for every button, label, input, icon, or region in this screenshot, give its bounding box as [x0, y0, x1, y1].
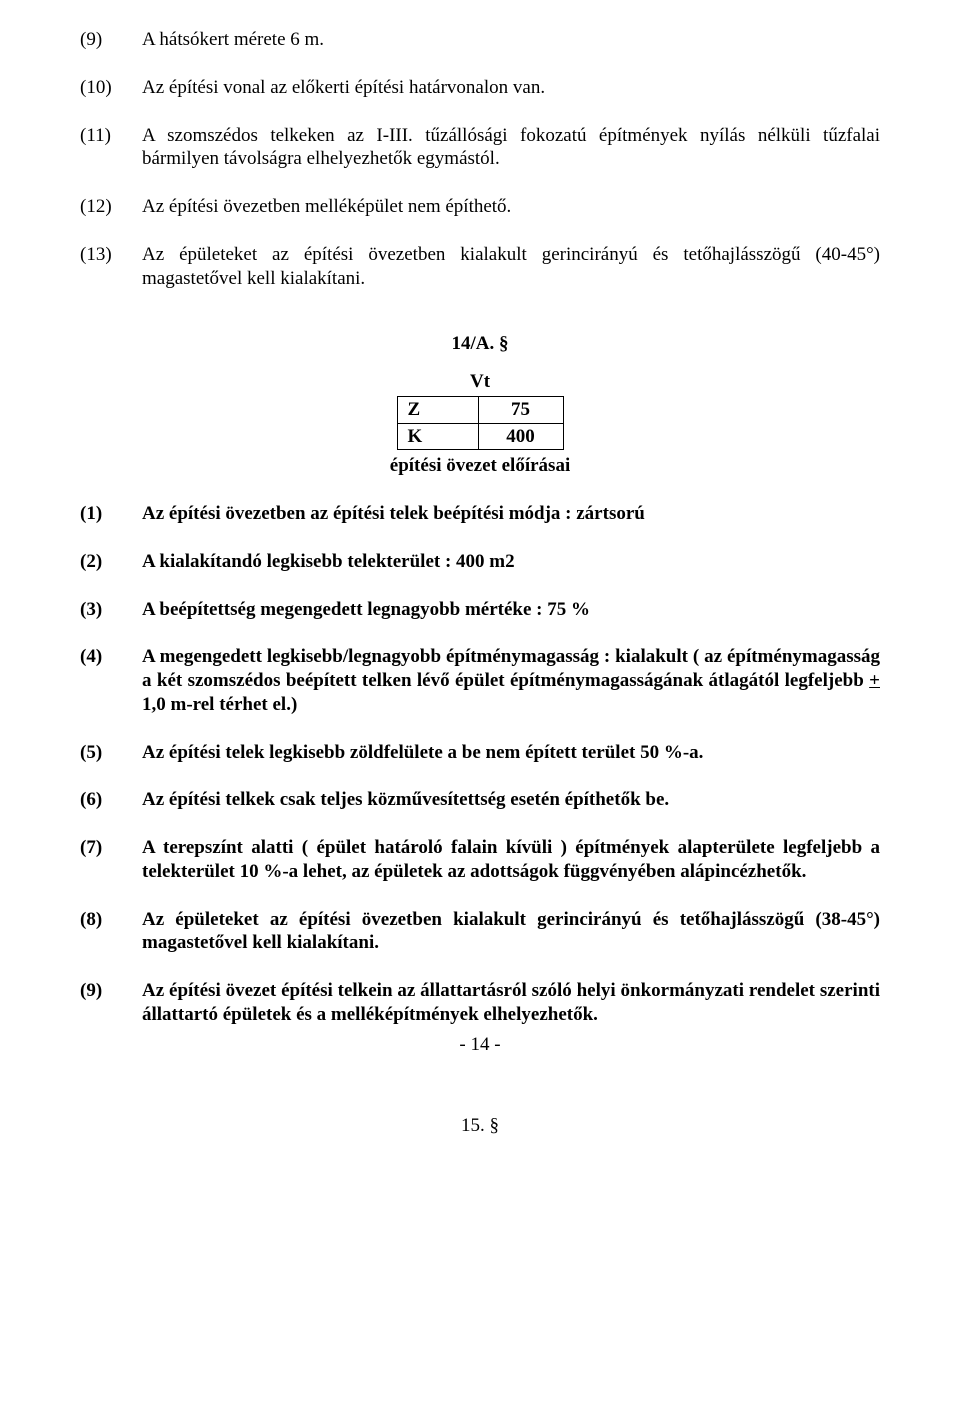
cell-z: Z: [397, 396, 478, 423]
para-text: A szomszédos telkeken az I-III. tűzállós…: [142, 124, 880, 172]
para-b1: (1) Az építési övezetben az építési tele…: [80, 502, 880, 526]
para-9: (9) A hátsókert mérete 6 m.: [80, 28, 880, 52]
para-12: (12) Az építési övezetben melléképület n…: [80, 195, 880, 219]
para-text: Az építési telek legkisebb zöldfelülete …: [142, 741, 880, 765]
para-num: (6): [80, 788, 142, 812]
section-15-heading: 15. §: [80, 1114, 880, 1138]
table-row: Z 75: [397, 396, 563, 423]
para-b7: (7) A terepszínt alatti ( épület határol…: [80, 836, 880, 884]
para-text: Az épületeket az építési övezetben kiala…: [142, 243, 880, 291]
para-num: (5): [80, 741, 142, 765]
para-num: (4): [80, 645, 142, 716]
para-num: (8): [80, 908, 142, 956]
para-b2: (2) A kialakítandó legkisebb telekterüle…: [80, 550, 880, 574]
page-number: - 14 -: [80, 1033, 880, 1057]
para-text: A hátsókert mérete 6 m.: [142, 28, 880, 52]
vt-label: Vt: [80, 370, 880, 394]
para-text: Az építési vonal az előkerti építési hat…: [142, 76, 880, 100]
para-num: (12): [80, 195, 142, 219]
vt-caption: építési övezet előírásai: [80, 454, 880, 478]
para-text: Az építési telkek csak teljes közművesít…: [142, 788, 880, 812]
para-num: (3): [80, 598, 142, 622]
para-b5: (5) Az építési telek legkisebb zöldfelül…: [80, 741, 880, 765]
vt-table: Z 75 K 400: [397, 396, 564, 451]
para-10: (10) Az építési vonal az előkerti építés…: [80, 76, 880, 100]
para-num: (13): [80, 243, 142, 291]
cell-400: 400: [478, 423, 563, 450]
para-b8: (8) Az épületeket az építési övezetben k…: [80, 908, 880, 956]
para-text: A terepszínt alatti ( épület határoló fa…: [142, 836, 880, 884]
para-text: A kialakítandó legkisebb telekterület : …: [142, 550, 880, 574]
para-b4: (4) A megengedett legkisebb/legnagyobb é…: [80, 645, 880, 716]
section-14a-heading: 14/A. §: [80, 332, 880, 356]
para-11: (11) A szomszédos telkeken az I-III. tűz…: [80, 124, 880, 172]
para-num: (9): [80, 28, 142, 52]
para-b3: (3) A beépítettség megengedett legnagyob…: [80, 598, 880, 622]
para-num: (11): [80, 124, 142, 172]
section-14a-body: (1) Az építési övezetben az építési tele…: [80, 502, 880, 1027]
para-text: Az építési övezet építési telkein az áll…: [142, 979, 880, 1027]
para-num: (10): [80, 76, 142, 100]
para-b6: (6) Az építési telkek csak teljes közműv…: [80, 788, 880, 812]
para-text: Az építési övezetben az építési telek be…: [142, 502, 880, 526]
table-row: K 400: [397, 423, 563, 450]
cell-75: 75: [478, 396, 563, 423]
para-num: (1): [80, 502, 142, 526]
para-b4-pre: A megengedett legkisebb/legnagyobb építm…: [142, 646, 880, 691]
page: (9) A hátsókert mérete 6 m. (10) Az épít…: [0, 0, 960, 1426]
para-num: (7): [80, 836, 142, 884]
para-text: Az épületeket az építési övezetben kiala…: [142, 908, 880, 956]
cell-k: K: [397, 423, 478, 450]
para-text: A megengedett legkisebb/legnagyobb építm…: [142, 645, 880, 716]
para-b4-post: 1,0 m-rel térhet el.): [142, 694, 297, 715]
para-b9: (9) Az építési övezet építési telkein az…: [80, 979, 880, 1027]
para-text: Az építési övezetben melléképület nem ép…: [142, 195, 880, 219]
para-num: (9): [80, 979, 142, 1027]
para-text: A beépítettség megengedett legnagyobb mé…: [142, 598, 880, 622]
para-num: (2): [80, 550, 142, 574]
para-13: (13) Az épületeket az építési övezetben …: [80, 243, 880, 291]
para-b4-underline: +: [869, 670, 880, 691]
